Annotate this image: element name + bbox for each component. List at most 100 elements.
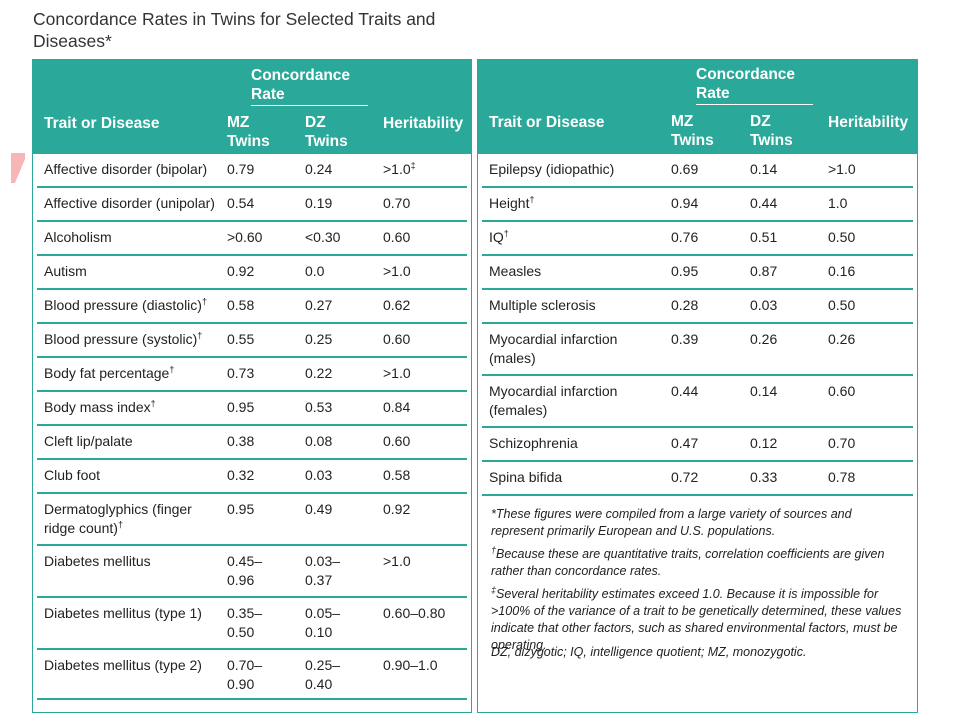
trait-cell: Multiple sclerosis [489, 297, 596, 313]
table-header-right: Concordance Rate Trait or Disease MZ Twi… [478, 60, 917, 154]
red-bookmark-icon [11, 153, 25, 183]
dz-cell: 0.03–0.37 [305, 553, 341, 588]
trait-cell: Autism [44, 263, 87, 279]
trait-cell: IQ† [489, 228, 509, 245]
trait-cell: Body fat percentage† [44, 364, 175, 381]
table-header-left: Concordance Rate Trait or Disease MZ Twi… [33, 60, 471, 154]
table-row: Myocardial infarction (males) 0.39 0.26 0.2… [482, 324, 913, 376]
heritability-cell: 1.0 [828, 195, 848, 211]
trait-cell: Alcoholism [44, 229, 112, 245]
dz-cell: 0.03 [750, 297, 778, 313]
dz-cell: 0.51 [750, 229, 778, 245]
trait-cell: Cleft lip/palate [44, 433, 133, 449]
mz-cell: 0.76 [671, 229, 699, 245]
trait-cell: Measles [489, 263, 542, 279]
dz-cell: 0.25 [305, 331, 333, 347]
footnote: †Because these are quantitative traits, … [491, 544, 885, 578]
heritability-cell: 0.62 [383, 297, 411, 313]
dz-cell: 0.25–0.40 [305, 657, 341, 692]
mz-cell: 0.95 [671, 263, 699, 279]
mz-header: MZ Twins [671, 113, 714, 149]
footnote: ‡Several heritability estimates exceed 1… [491, 584, 902, 652]
dz-cell: <0.30 [305, 229, 341, 245]
table-row: Body fat percentage† 0.73 0.22 >1.0 [37, 358, 467, 392]
heritability-cell: 0.50 [828, 229, 856, 245]
heritability-cell: 0.16 [828, 263, 856, 279]
heritability-header: Heritability [828, 114, 909, 131]
dz-cell: 0.53 [305, 399, 333, 415]
dz-cell: 0.12 [750, 435, 778, 451]
heritability-cell: 0.60 [828, 383, 856, 399]
heritability-cell: 0.26 [828, 331, 856, 347]
dz-cell: 0.44 [750, 195, 778, 211]
mz-cell: 0.95 [227, 399, 255, 415]
heritability-cell: 0.90–1.0 [383, 657, 438, 673]
trait-cell: Height† [489, 194, 535, 211]
table-row: Cleft lip/palate 0.38 0.08 0.60 [37, 426, 467, 460]
trait-header: Trait or Disease [489, 114, 605, 131]
table-row: IQ† 0.76 0.51 0.50 [482, 222, 913, 256]
heritability-header: Heritability [383, 115, 464, 132]
table-body-right: *These figures were compiled from a larg… [482, 154, 913, 712]
table-row: Blood pressure (diastolic)† 0.58 0.27 0.62 [37, 290, 467, 324]
concordance-underline [251, 105, 368, 106]
mz-cell: 0.95 [227, 501, 255, 517]
mz-cell: 0.69 [671, 161, 699, 177]
page-title: Concordance Rates in Twins for Selected … [33, 9, 436, 51]
table-row: Alcoholism >0.60 <0.30 0.60 [37, 222, 467, 256]
table-row: Blood pressure (systolic)† 0.55 0.25 0.60 [37, 324, 467, 358]
mz-cell: 0.54 [227, 195, 255, 211]
trait-cell: Diabetes mellitus (type 2) [44, 657, 202, 673]
mz-cell: 0.92 [227, 263, 255, 279]
concordance-underline [696, 104, 813, 105]
concordance-header: Concordance Rate [251, 67, 351, 103]
mz-cell: 0.58 [227, 297, 255, 313]
trait-cell: Myocardial infarction (females) [489, 383, 618, 418]
mz-cell: 0.44 [671, 383, 699, 399]
heritability-cell: 0.60 [383, 433, 411, 449]
trait-cell: Schizophrenia [489, 435, 578, 451]
table-row: Body mass index† 0.95 0.53 0.84 [37, 392, 467, 426]
table-body-left: Affective disorder (bipolar) 0.79 0.24 >1.0… [37, 154, 467, 712]
dz-cell: 0.19 [305, 195, 333, 211]
table-row: Height† 0.94 0.44 1.0 [482, 188, 913, 222]
table-row: Measles 0.95 0.87 0.16 [482, 256, 913, 290]
dz-cell: 0.49 [305, 501, 333, 517]
trait-cell: Body mass index† [44, 398, 156, 415]
heritability-cell: >1.0 [383, 365, 411, 381]
mz-cell: 0.55 [227, 331, 255, 347]
trait-cell: Dermatoglyphics (finger ridge count)† [44, 501, 192, 536]
dz-cell: 0.24 [305, 161, 333, 177]
mz-cell: 0.72 [671, 469, 699, 485]
table-row: Myocardial infarction (females) 0.44 0.14 0… [482, 376, 913, 428]
mz-cell: 0.39 [671, 331, 699, 347]
dz-cell: 0.0 [305, 263, 325, 279]
dz-header: DZ Twins [750, 113, 793, 149]
table-row: Spina bifida 0.72 0.33 0.78 [482, 462, 913, 496]
table-row: Schizophrenia 0.47 0.12 0.70 [482, 428, 913, 462]
dz-cell: 0.87 [750, 263, 778, 279]
trait-cell: Club foot [44, 467, 101, 483]
heritability-cell: 0.60–0.80 [383, 605, 446, 621]
trait-cell: Affective disorder (bipolar) [44, 161, 208, 177]
table-row: Club foot 0.32 0.03 0.58 [37, 460, 467, 494]
trait-cell: Blood pressure (systolic)† [44, 330, 203, 347]
dz-header: DZ Twins [305, 114, 348, 150]
trait-cell: Blood pressure (diastolic)† [44, 296, 207, 313]
mz-cell: 0.35–0.50 [227, 605, 263, 640]
heritability-cell: >1.0 [383, 553, 411, 569]
heritability-cell: 0.60 [383, 229, 411, 245]
mz-cell: 0.32 [227, 467, 255, 483]
heritability-cell: >1.0‡ [383, 160, 416, 177]
heritability-cell: 0.60 [383, 331, 411, 347]
mz-cell: 0.79 [227, 161, 255, 177]
table-row: Multiple sclerosis 0.28 0.03 0.50 [482, 290, 913, 324]
heritability-cell: 0.78 [828, 469, 856, 485]
mz-cell: 0.70–0.90 [227, 657, 263, 692]
mz-cell: 0.28 [671, 297, 699, 313]
table-row: Epilepsy (idiopathic) 0.69 0.14 >1.0 [482, 154, 913, 188]
footnote: DZ, dizygotic; IQ, intelligence quotient… [491, 645, 807, 659]
table-row: Affective disorder (unipolar) 0.54 0.19 0.7… [37, 188, 467, 222]
table-row: Affective disorder (bipolar) 0.79 0.24 >1.0… [37, 154, 467, 188]
dz-cell: 0.27 [305, 297, 333, 313]
